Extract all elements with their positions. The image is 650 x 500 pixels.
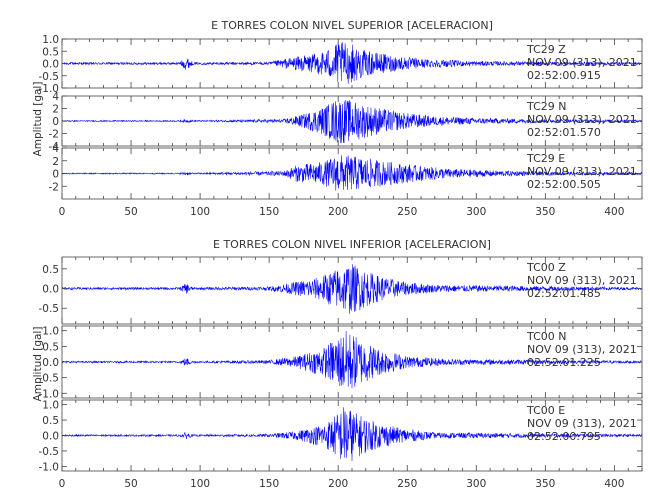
waveform-trace [61,264,643,314]
y-tick-label: 0.0 [42,284,59,296]
waveform-trace [61,155,643,191]
x-tick-label: 300 [466,478,486,490]
y-tick-label: -2 [49,181,59,193]
y-tick-label: 0.0 [42,59,59,71]
record-date: NOV 09 (313), 2021 [527,113,637,126]
record-date: NOV 09 (313), 2021 [527,417,637,430]
x-tick-label: 400 [604,478,624,490]
record-time: 02:52:00.795 [527,430,601,443]
chart-title: E TORRES COLON NIVEL SUPERIOR [ACELERACI… [211,19,493,32]
y-tick-label: 0 [52,116,59,128]
waveform-trace [61,100,643,144]
record-date: NOV 09 (313), 2021 [527,165,637,178]
x-tick-label: 300 [466,206,486,218]
x-tick-label: 100 [190,478,210,490]
x-tick-label: 150 [259,478,279,490]
x-tick-label: 50 [124,206,137,218]
y-tick-label: 0.0 [42,431,59,443]
y-tick-label: 0.5 [42,415,59,427]
y-tick-label: 1.0 [42,400,59,412]
station-label: TC29 N [526,100,566,113]
waveform-trace [61,41,642,84]
station-label: TC29 Z [526,43,566,56]
chart-title: E TORRES COLON NIVEL INFERIOR [ACELERACI… [213,238,491,251]
record-date: NOV 09 (313), 2021 [527,274,637,287]
y-tick-label: -0.5 [39,303,60,315]
y-tick-label: 4 [52,91,59,103]
x-tick-label: 400 [604,206,624,218]
x-tick-label: 50 [124,478,137,490]
x-tick-label: 150 [259,206,279,218]
record-time: 02:52:00.915 [527,69,601,82]
y-tick-label: 2 [52,104,59,116]
station-label: TC00 N [526,330,566,343]
station-label: TC00 E [526,404,565,417]
x-tick-label: 200 [328,478,348,490]
record-time: 02:52:01.570 [527,126,601,139]
y-tick-label: 0.0 [42,357,59,369]
x-tick-label: 350 [535,206,555,218]
y-tick-label: 0.5 [42,264,59,276]
record-time: 02:52:01.225 [527,356,601,369]
y-tick-label: 2 [52,156,59,168]
record-time: 02:52:00.505 [527,178,601,191]
x-tick-label: 0 [59,478,66,490]
y-tick-label: -0.5 [39,446,60,458]
x-tick-label: 250 [397,206,417,218]
record-date: NOV 09 (313), 2021 [527,343,637,356]
y-tick-label: -2 [49,129,59,141]
x-tick-label: 0 [59,206,66,218]
y-tick-label: -1.0 [39,388,60,400]
y-tick-label: -1.0 [39,83,60,95]
waveform-trace [61,331,643,389]
y-tick-label: -4 [49,141,60,153]
y-tick-label: 4 [52,143,59,155]
y-tick-label: 1.0 [42,34,59,46]
y-axis-label: Amplitud [gal] [32,82,44,157]
y-tick-label: 1.0 [42,326,59,338]
x-tick-label: 100 [190,206,210,218]
record-time: 02:52:01.485 [527,287,601,300]
x-tick-label: 350 [535,478,555,490]
record-date: NOV 09 (313), 2021 [527,56,637,69]
station-label: TC00 Z [526,261,566,274]
y-tick-label: 0.5 [42,341,59,353]
waveform-trace [61,407,643,462]
x-tick-label: 200 [328,206,348,218]
y-tick-label: -0.5 [39,71,60,83]
x-tick-label: 250 [397,478,417,490]
y-axis-label: Amplitud [gal] [32,327,44,402]
y-tick-label: -1.0 [39,461,60,473]
y-tick-label: 0.5 [42,46,59,58]
y-tick-label: 0 [52,169,59,181]
station-label: TC29 E [526,152,565,165]
y-tick-label: -0.5 [39,373,60,385]
